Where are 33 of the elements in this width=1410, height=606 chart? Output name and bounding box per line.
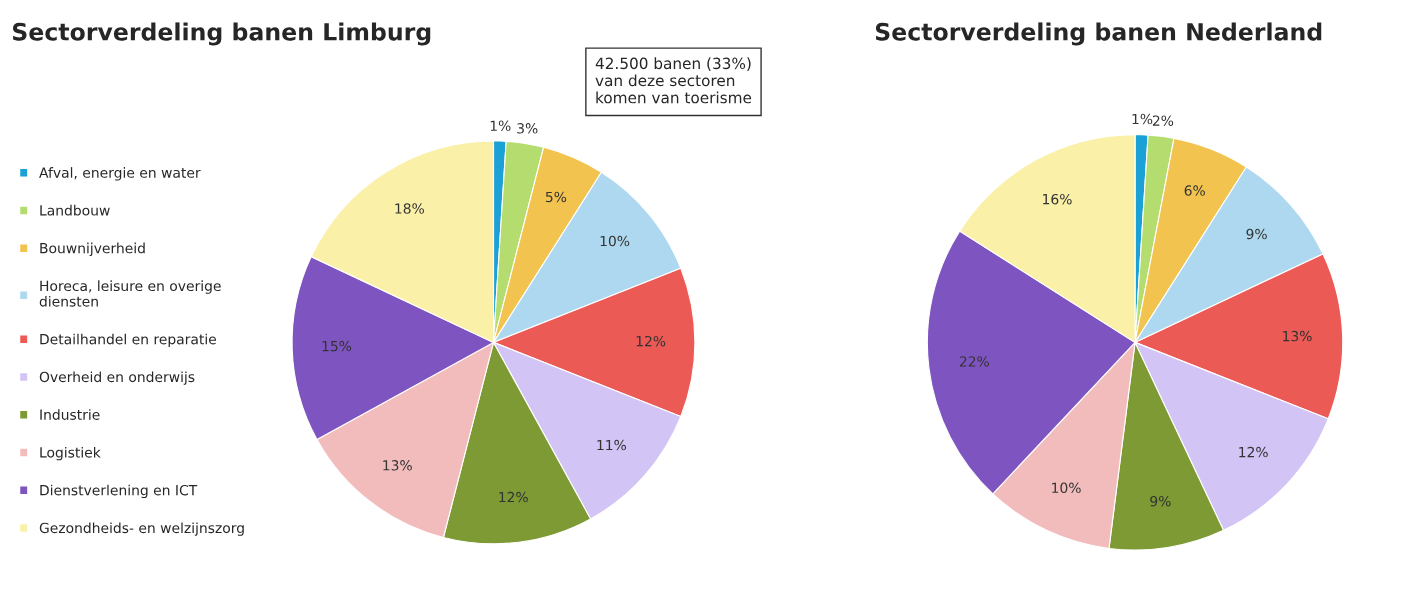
data-label: 22% bbox=[959, 356, 989, 367]
data-label: 13% bbox=[383, 460, 412, 471]
legend-label: Gezondheids- en welzijnszorg bbox=[39, 522, 244, 536]
data-label: 3% bbox=[517, 123, 538, 134]
legend-label: Detailhandel en reparatie bbox=[40, 333, 217, 348]
data-label: 9% bbox=[1150, 495, 1171, 507]
data-label: 12% bbox=[636, 335, 666, 347]
legend-label: Landbouw bbox=[40, 204, 110, 216]
data-label: 18% bbox=[395, 203, 424, 214]
legend-label: Horeca, leisure en overige diensten bbox=[39, 280, 221, 307]
data-label: 12% bbox=[1239, 446, 1268, 458]
legend-label: Overheid en onderwijs bbox=[39, 371, 195, 385]
legend-label: Industrie bbox=[40, 409, 100, 420]
data-label: 1% bbox=[490, 120, 511, 131]
legend-label: Logistiek bbox=[40, 446, 101, 461]
text: 42.500 banen (33%) van deze sectoren komen van toerisme bbox=[595, 57, 752, 104]
data-label: 12% bbox=[499, 491, 528, 503]
data-label: 1% bbox=[1132, 113, 1153, 125]
data-label: 9% bbox=[1246, 228, 1267, 240]
data-label: 16% bbox=[1043, 193, 1072, 205]
data-label: 2% bbox=[1152, 115, 1174, 126]
data-label: 15% bbox=[322, 340, 352, 352]
data-label: 10% bbox=[1052, 482, 1081, 494]
data-label: 11% bbox=[597, 439, 627, 451]
data-label: 5% bbox=[545, 191, 567, 203]
data-label: 10% bbox=[600, 235, 630, 247]
chart-title: Sectorverdeling banen Nederland bbox=[875, 22, 1322, 46]
legend-label: Afval, energie en water bbox=[39, 167, 201, 181]
legend-label: Bouwnijverheid bbox=[40, 242, 145, 257]
legend-label: Dienstverlening en ICT bbox=[40, 484, 198, 499]
data-label: 13% bbox=[1283, 330, 1312, 342]
data-label: 6% bbox=[1184, 185, 1205, 196]
chart-title: Sectorverdeling banen Limburg bbox=[12, 22, 431, 46]
